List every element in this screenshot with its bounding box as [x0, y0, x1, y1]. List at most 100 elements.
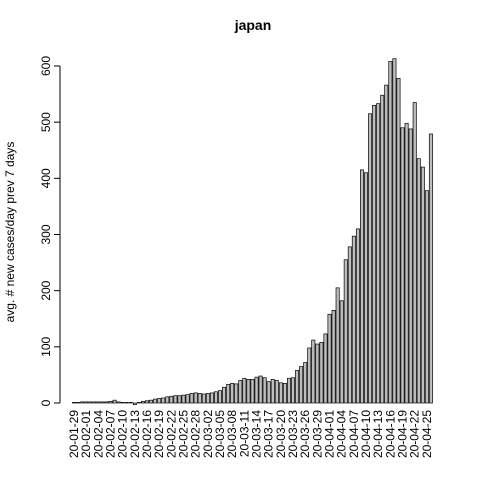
bar	[416, 158, 421, 404]
bar	[400, 127, 405, 404]
bar	[242, 377, 247, 404]
bar	[311, 339, 316, 404]
x-tick-label: 20-02-25	[177, 410, 191, 458]
x-tick-label: 20-02-22	[164, 410, 178, 458]
bar	[116, 401, 121, 404]
x-tick-label: 20-04-01	[323, 410, 337, 458]
bar	[335, 287, 340, 404]
x-tick-label: 20-04-04	[335, 410, 349, 458]
y-axis-label: avg. # new cases/day prev 7 days	[3, 142, 17, 323]
bar	[181, 394, 186, 404]
x-tick-label: 20-03-17	[262, 410, 276, 458]
bar	[136, 402, 141, 404]
y-tick-label: 500	[39, 112, 53, 132]
bar	[230, 382, 235, 404]
bar	[222, 386, 227, 404]
bar	[355, 228, 360, 404]
x-tick-label: 20-03-08	[225, 410, 239, 458]
bar	[132, 402, 137, 406]
bar	[226, 384, 231, 404]
bar	[250, 379, 255, 404]
bar	[291, 377, 295, 404]
bar	[209, 392, 214, 404]
bar	[331, 309, 336, 404]
bar	[372, 104, 377, 404]
bar	[72, 402, 77, 404]
bar	[364, 172, 368, 404]
bar	[319, 341, 324, 404]
bar	[104, 401, 109, 404]
bar	[141, 400, 145, 404]
bar	[307, 347, 312, 404]
x-tick-label: 20-02-10	[116, 410, 130, 458]
y-tick-label: 0	[39, 399, 53, 406]
x-tick-label: 20-04-13	[371, 410, 385, 458]
bar	[124, 402, 129, 404]
x-tick-label: 20-03-26	[298, 410, 312, 458]
x-tick-label: 20-03-14	[250, 410, 264, 458]
bar	[173, 395, 178, 404]
x-tick-label: 20-02-04	[91, 410, 105, 458]
x-tick-label: 20-02-01	[79, 410, 93, 458]
x-tick-label: 20-02-19	[152, 410, 166, 458]
bar	[157, 398, 162, 404]
bar	[214, 391, 218, 404]
bar	[368, 113, 373, 404]
x-tick-label: 20-02-07	[104, 410, 118, 458]
bar	[384, 84, 389, 404]
bar	[205, 393, 210, 404]
y-tick-label: 400	[39, 168, 53, 188]
bar	[274, 380, 279, 404]
bar	[347, 246, 352, 404]
bar	[80, 401, 85, 404]
bar	[327, 313, 332, 404]
bar	[258, 375, 263, 404]
bar	[76, 402, 81, 404]
bar	[420, 166, 425, 404]
bar	[396, 78, 401, 404]
x-tick-label: 20-03-11	[237, 410, 251, 457]
x-tick-label: 20-02-28	[189, 410, 203, 458]
x-tick-label: 20-03-29	[310, 410, 324, 458]
bar	[287, 377, 291, 404]
bar	[100, 401, 105, 404]
bar	[153, 398, 158, 404]
bar	[185, 394, 190, 404]
x-tick-label: 20-03-05	[213, 410, 227, 458]
bar	[323, 333, 328, 404]
bar	[428, 133, 433, 404]
x-tick-label: 20-04-10	[359, 410, 373, 458]
bar	[238, 380, 243, 404]
bar	[412, 102, 417, 404]
bar	[218, 390, 222, 404]
bar	[424, 190, 429, 404]
x-tick-label: 20-03-02	[201, 410, 215, 458]
bar	[408, 128, 413, 404]
bar	[145, 400, 149, 404]
x-tick-label: 20-04-07	[347, 410, 361, 458]
x-tick-label: 20-02-16	[140, 410, 154, 458]
x-tick-label: 20-04-25	[420, 410, 434, 458]
x-tick-label: 20-01-29	[67, 410, 81, 458]
bar	[282, 382, 287, 404]
bar	[339, 300, 344, 404]
bar	[246, 379, 251, 404]
bar	[295, 370, 300, 404]
bar	[376, 103, 381, 404]
x-tick-label: 20-02-13	[128, 410, 142, 458]
x-tick-label: 20-03-23	[286, 410, 300, 458]
bar	[343, 259, 348, 404]
x-tick-label: 20-04-22	[408, 410, 422, 458]
x-tick-label: 20-04-16	[383, 410, 397, 458]
bar	[189, 393, 194, 404]
bar	[88, 401, 93, 404]
bar	[165, 396, 170, 404]
y-tick-label: 100	[39, 337, 53, 357]
bar	[388, 61, 393, 404]
y-tick-label: 600	[39, 56, 53, 76]
bar	[266, 381, 271, 404]
bar	[96, 401, 101, 404]
bar	[108, 400, 113, 404]
bar	[128, 402, 133, 404]
